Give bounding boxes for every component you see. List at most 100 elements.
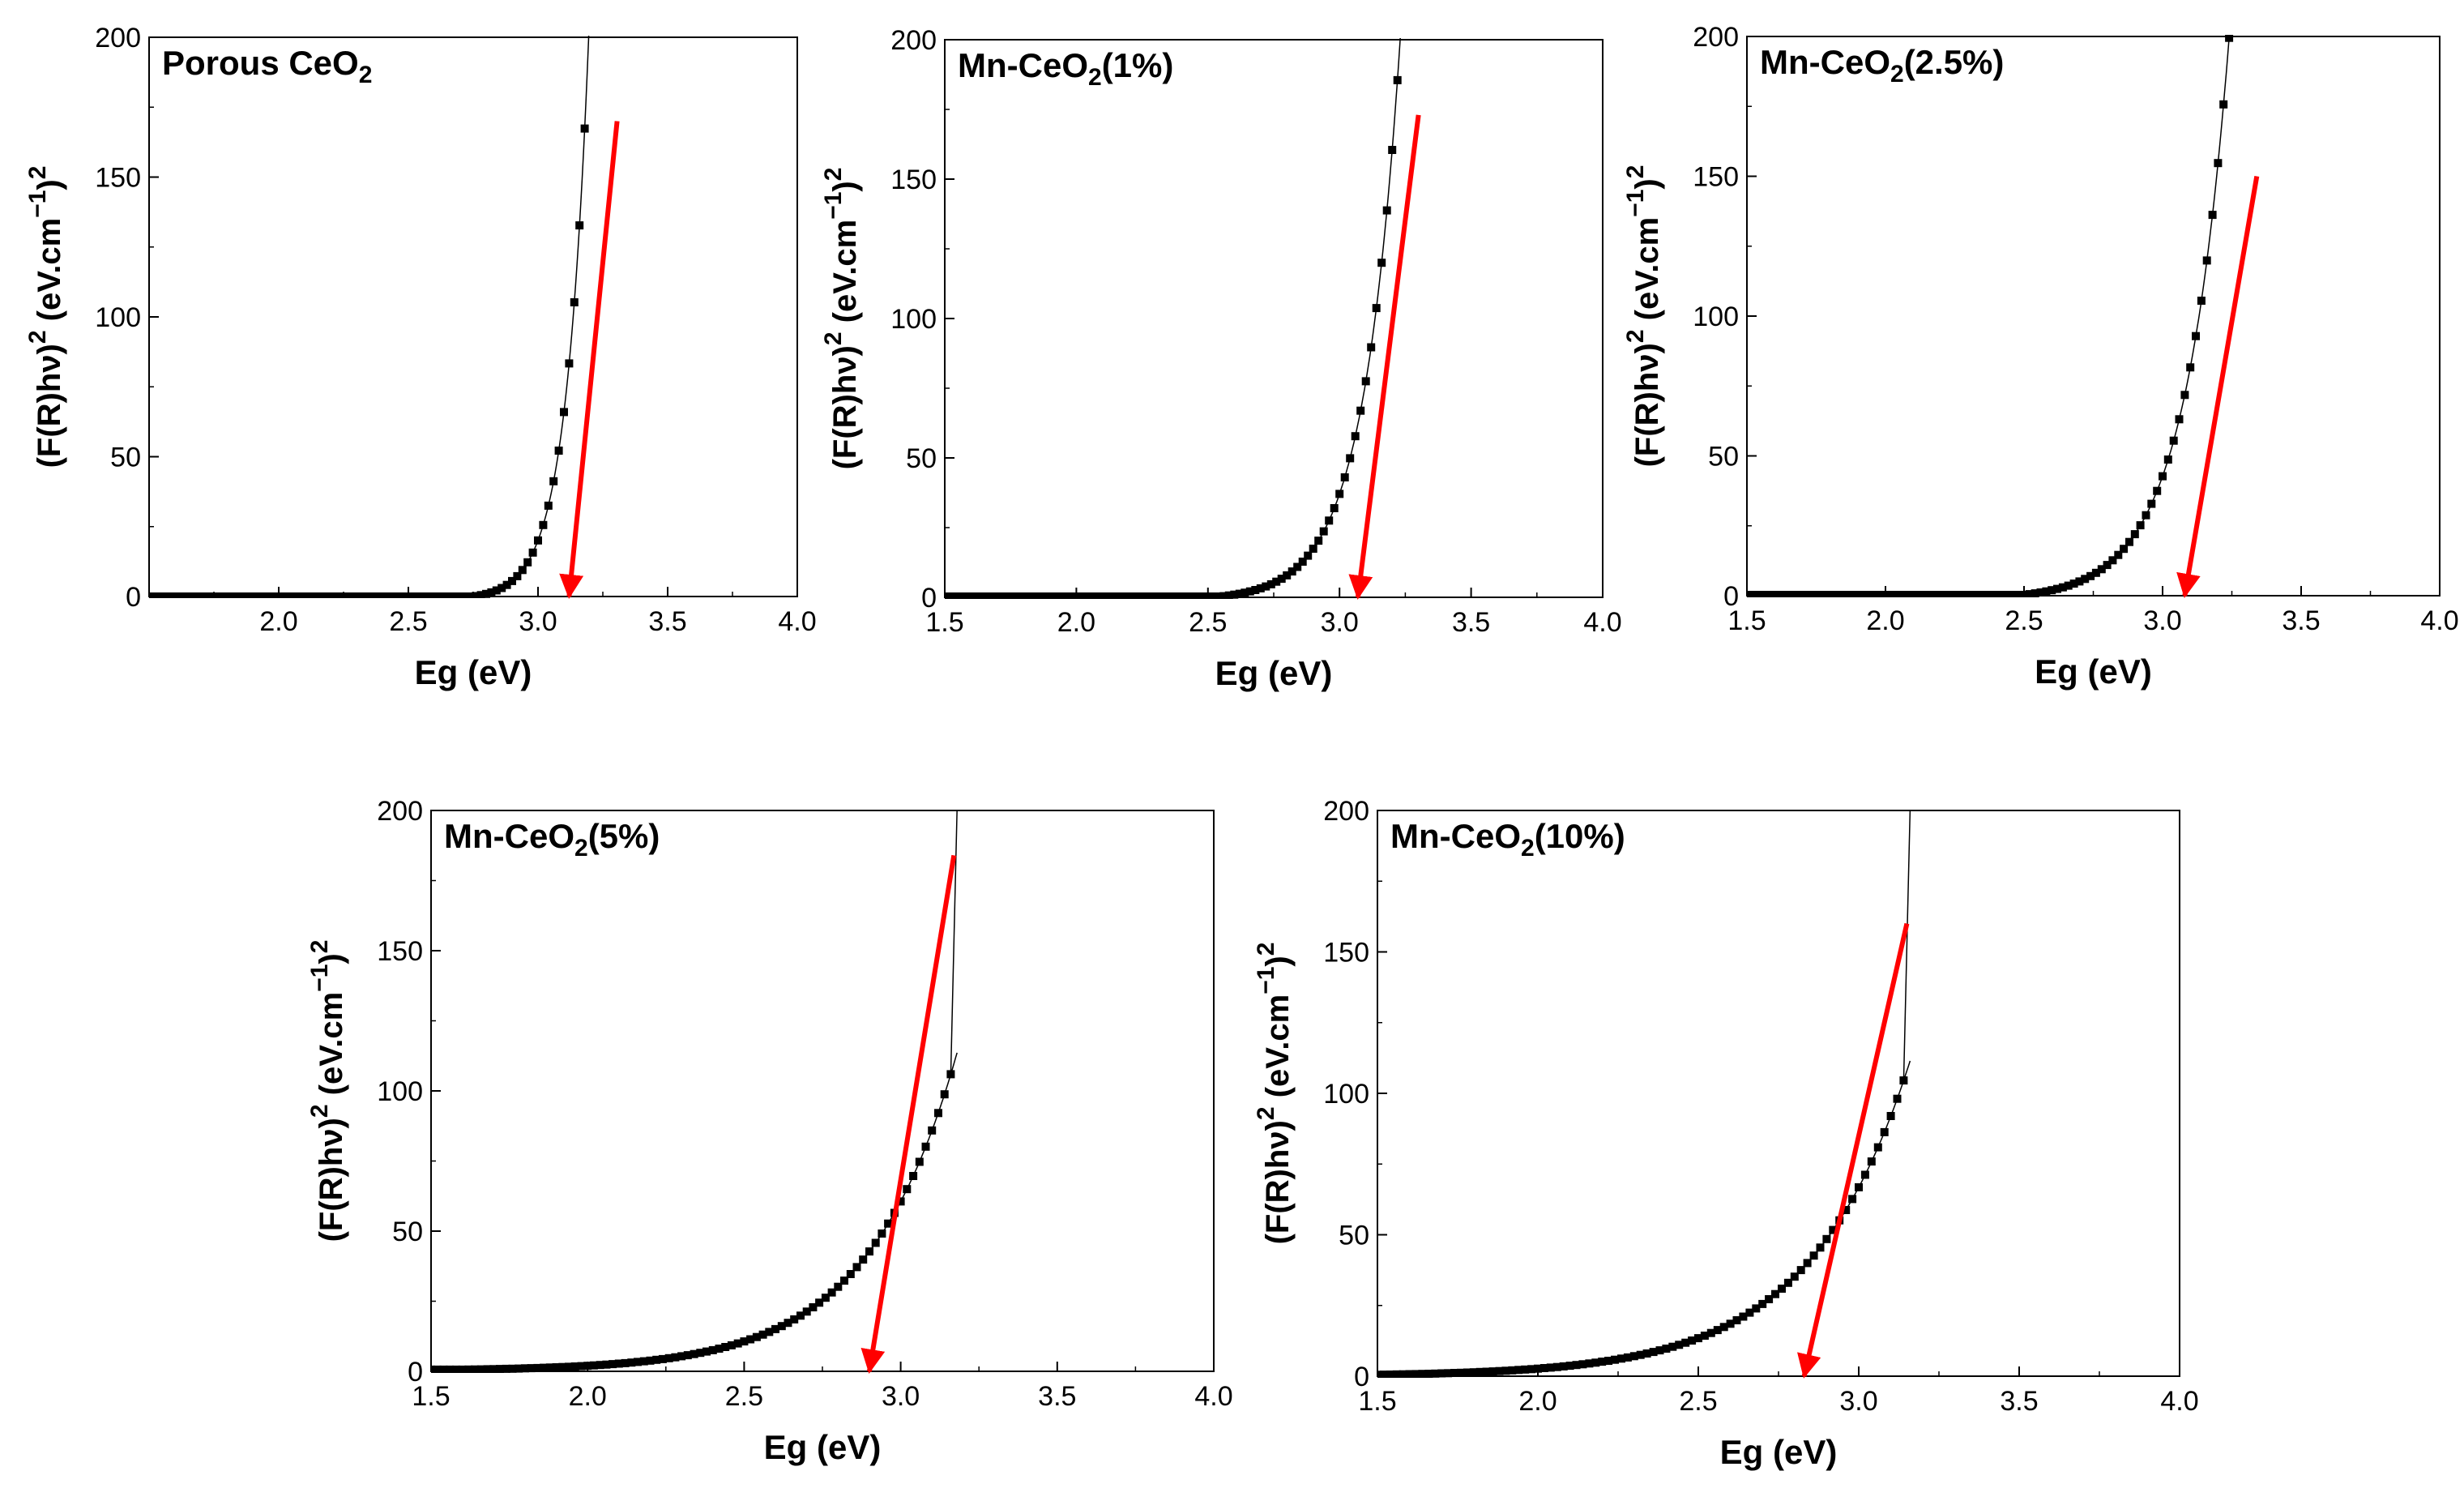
x-axis-label: Eg (eV) <box>764 1428 882 1466</box>
data-point <box>664 1353 673 1362</box>
data-point <box>1713 1326 1722 1335</box>
data-point <box>1591 1358 1600 1367</box>
data-point <box>1629 1352 1638 1361</box>
data-point <box>1072 592 1081 599</box>
data-point <box>1909 591 1918 597</box>
data-point <box>1219 592 1228 599</box>
data-point <box>1114 592 1123 599</box>
data-point <box>191 592 200 598</box>
data-point <box>1892 591 1901 597</box>
data-point <box>777 1322 786 1331</box>
data-point <box>1668 1342 1677 1351</box>
x-tick-label: 2.5 <box>389 606 427 637</box>
y-label-part: (eV.cm <box>1629 217 1665 330</box>
panel-title: Mn-CeO2(10%) <box>1390 817 1625 862</box>
x-tick-label: 4.0 <box>2420 605 2458 636</box>
data-point <box>1488 1367 1497 1376</box>
data-point <box>1739 1312 1748 1321</box>
title-suffix: (2.5%) <box>1904 43 2005 81</box>
x-tick-label: 2.0 <box>1866 605 1904 636</box>
data-point <box>1377 1371 1381 1378</box>
data-point <box>946 592 954 599</box>
data-point <box>440 592 449 598</box>
y-label-sup: 2 <box>306 940 333 954</box>
data-point <box>962 592 970 599</box>
y-tick-label: 0 <box>408 1357 423 1388</box>
data-point <box>1816 1243 1825 1252</box>
y-tick-label: 50 <box>392 1217 423 1247</box>
data-point <box>150 592 159 598</box>
data-point <box>404 592 412 598</box>
data-point <box>327 592 335 598</box>
data-point <box>1167 592 1176 599</box>
data-point <box>238 592 247 598</box>
y-label-part: (F(R)hν) <box>1260 1120 1296 1244</box>
data-point <box>1119 592 1128 599</box>
title-suffix: (1%) <box>1102 46 1174 84</box>
data-point <box>1753 591 1762 597</box>
data-point <box>2103 561 2112 570</box>
data-point <box>733 1339 742 1348</box>
panel-title: Mn-CeO2(2.5%) <box>1760 43 2004 88</box>
data-point <box>565 359 574 368</box>
data-point <box>1083 592 1091 599</box>
data-point <box>570 1362 579 1371</box>
data-point <box>2048 586 2056 595</box>
data-point <box>1572 1361 1581 1370</box>
data-point <box>1450 1369 1458 1377</box>
data-point <box>2163 455 2172 464</box>
data-point <box>988 592 997 599</box>
data-point <box>815 1298 824 1307</box>
data-point <box>1803 1259 1812 1268</box>
y-label-sup: 2 <box>24 330 51 344</box>
data-point <box>1325 516 1334 525</box>
data-point <box>280 592 288 598</box>
data-point <box>998 592 1007 599</box>
y-label-part: ) <box>32 179 67 190</box>
data-point <box>1411 1370 1420 1378</box>
data-point <box>2202 256 2211 265</box>
y-label-part: (eV.cm <box>32 218 67 331</box>
data-point <box>357 592 366 598</box>
data-point <box>508 1364 517 1373</box>
data-point <box>1177 592 1186 599</box>
data-point <box>896 1197 905 1206</box>
data-point <box>1424 1370 1433 1378</box>
data-point <box>1379 1371 1388 1378</box>
data-point <box>243 592 252 598</box>
title-subscript: 2 <box>1890 61 1904 88</box>
data-point <box>487 588 496 597</box>
data-point <box>1045 592 1054 599</box>
data-point <box>946 1070 955 1079</box>
data-point <box>1770 591 1779 597</box>
data-point <box>1262 582 1270 591</box>
data-point <box>1745 1308 1754 1317</box>
x-tick-label: 2.0 <box>1518 1386 1557 1417</box>
data-point <box>1298 558 1307 566</box>
title-suffix: (10%) <box>1535 817 1625 855</box>
y-axis-label: (F(R)hν)2 (eV.cm−1)2 <box>1622 165 1665 468</box>
x-tick-label: 3.5 <box>648 606 686 637</box>
y-label-sup: −1 <box>24 190 51 218</box>
x-tick-label: 2.5 <box>2005 605 2043 636</box>
data-point <box>2142 511 2150 520</box>
data-point <box>1798 591 1807 597</box>
data-point <box>1146 592 1155 599</box>
data-point <box>1172 592 1181 599</box>
x-tick-label: 2.0 <box>569 1381 607 1412</box>
data-point <box>1040 592 1049 599</box>
data-point <box>2020 591 2028 597</box>
panel-1: 2.0 2.5 3.0 3.5 4.0 0 50 100 150 200 Eg (eV) (F(R)h… <box>24 23 817 691</box>
data-point <box>1987 591 1995 597</box>
data-point <box>1585 1359 1594 1368</box>
data-point <box>1309 545 1317 553</box>
data-point <box>1778 1285 1786 1293</box>
data-point <box>2075 577 2084 586</box>
data-point <box>790 1315 799 1324</box>
y-tick-label: 100 <box>1693 301 1739 332</box>
data-point <box>583 1362 592 1371</box>
y-tick-label: 50 <box>1708 442 1739 473</box>
data-point <box>1843 591 1851 597</box>
data-point <box>269 592 278 598</box>
